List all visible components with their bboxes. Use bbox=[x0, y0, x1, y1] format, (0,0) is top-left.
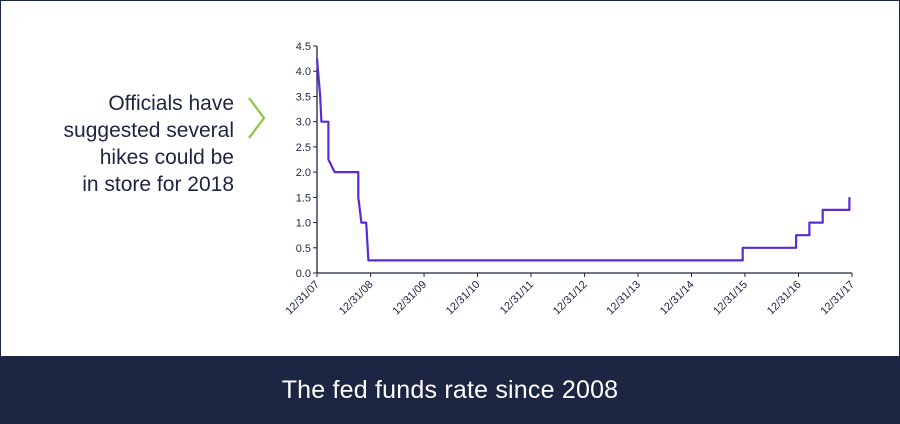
chevron-right-icon bbox=[248, 97, 266, 139]
y-tick-label: 2.5 bbox=[296, 142, 311, 154]
callout-text: Officials have suggested several hikes c… bbox=[20, 90, 234, 198]
y-tick-label: 2.0 bbox=[296, 167, 311, 179]
y-tick-label: 1.0 bbox=[296, 218, 311, 230]
y-tick-label: 4.5 bbox=[296, 41, 311, 53]
x-tick-label: 12/31/11 bbox=[498, 279, 536, 317]
line-chart: 0.0 0.5 1.0 1.5 2.0 2.5 3.0 3.5 4.0 4.5 12/31/07 12… bbox=[283, 41, 857, 318]
x-tick-label: 12/31/13 bbox=[604, 279, 643, 318]
y-tick-label: 1.5 bbox=[296, 192, 311, 204]
y-tick-label: 0.5 bbox=[296, 243, 311, 255]
callout-line: in store for 2018 bbox=[82, 173, 234, 196]
y-tick-label: 3.0 bbox=[296, 117, 311, 129]
series-line bbox=[315, 58, 851, 262]
callout-line: hikes could be bbox=[99, 146, 234, 169]
x-tick-label: 12/31/09 bbox=[390, 279, 429, 318]
x-tick-label: 12/31/07 bbox=[283, 279, 322, 318]
callout-line: suggested several bbox=[63, 119, 234, 142]
y-tick-label: 4.0 bbox=[296, 66, 311, 78]
x-tick-label: 12/31/12 bbox=[551, 279, 590, 318]
y-tick-label: 0.0 bbox=[296, 268, 311, 280]
x-tick-label: 12/31/14 bbox=[658, 279, 697, 318]
footer-title: The fed funds rate since 2008 bbox=[281, 375, 619, 404]
x-tick-label: 12/31/08 bbox=[337, 279, 376, 318]
callout-line: Officials have bbox=[108, 92, 234, 115]
x-tick-label: 12/31/17 bbox=[818, 279, 857, 318]
footer-banner: The fed funds rate since 2008 bbox=[0, 356, 900, 424]
x-tick-label: 12/31/15 bbox=[711, 279, 750, 318]
y-tick-label: 3.5 bbox=[296, 91, 311, 103]
x-tick-label: 12/31/10 bbox=[444, 279, 483, 318]
x-tick-label: 12/31/16 bbox=[765, 279, 804, 318]
